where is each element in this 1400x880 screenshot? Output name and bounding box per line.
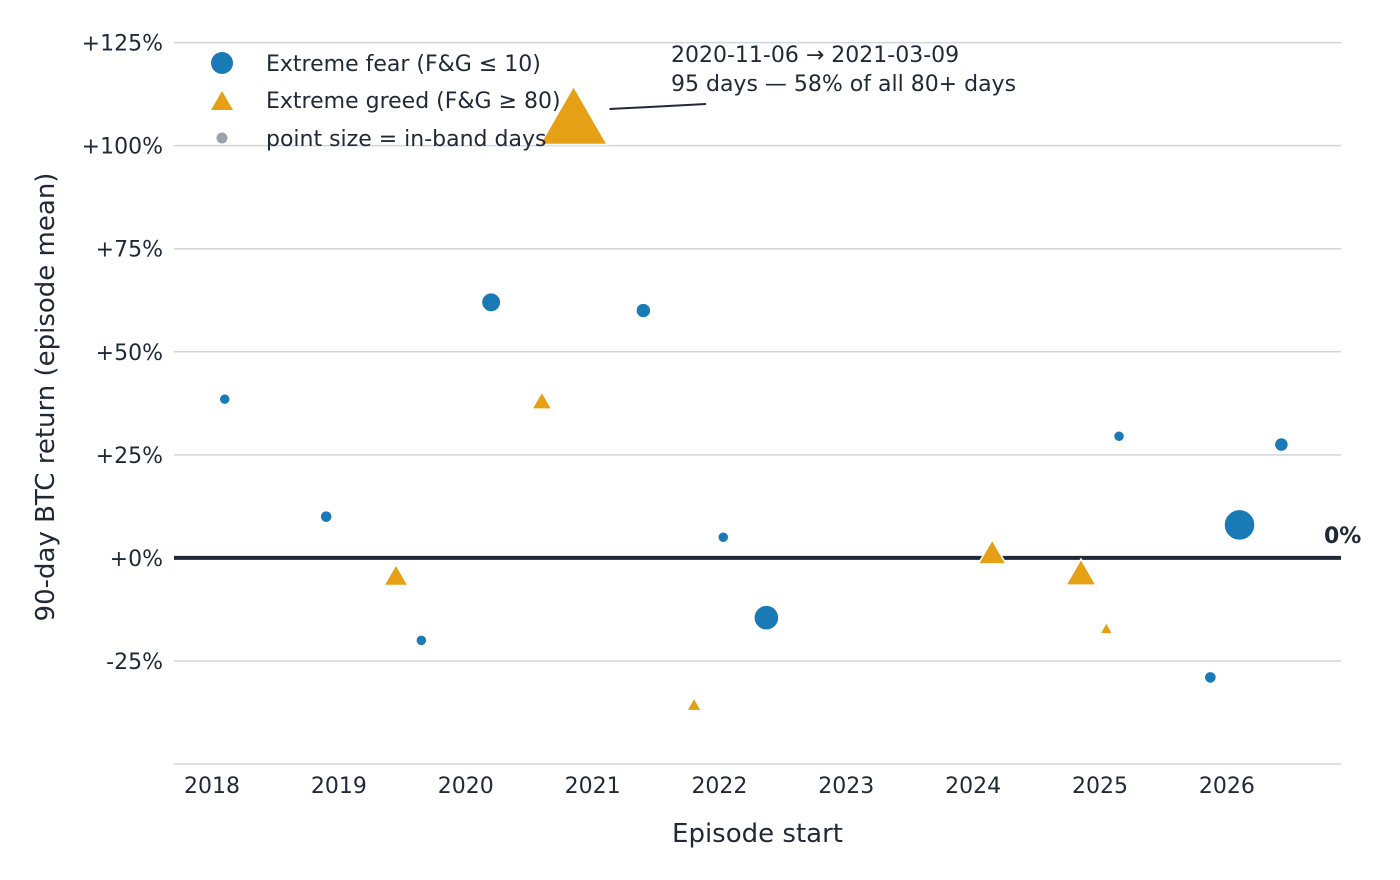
x-tick-label: 2022 <box>691 774 747 799</box>
y-tick-labels: -25% +0% +25% +50% +75% +100% +125% <box>82 32 163 675</box>
annotation-line-1: 2020-11-06 → 2021-03-09 <box>671 43 959 68</box>
fear-circle-point <box>415 634 428 647</box>
x-tick-label: 2025 <box>1072 774 1128 799</box>
legend-circle-marker <box>211 52 233 74</box>
fear-circle-point <box>218 392 231 406</box>
x-tick-labels: 2018 2019 2020 2021 2022 2023 2024 2025 2026 <box>184 774 1255 799</box>
fear-circle-point <box>480 291 502 313</box>
gridlines <box>174 41 1341 662</box>
x-tick-label: 2023 <box>818 774 874 799</box>
x-tick-label: 2019 <box>311 774 367 799</box>
y-tick-label: +125% <box>82 32 163 57</box>
y-tick-label: +100% <box>82 135 163 160</box>
zero-line-label: 0% <box>1324 524 1361 549</box>
x-tick-label: 2018 <box>184 774 240 799</box>
annotation-line-2: 95 days — 58% of all 80+ days <box>671 72 1016 97</box>
annotation: 2020-11-06 → 2021-03-09 95 days — 58% of… <box>609 43 1016 111</box>
x-tick-label: 2021 <box>565 774 621 799</box>
greed-triangle-point <box>1098 620 1115 635</box>
legend-triangle-marker <box>211 91 233 110</box>
legend-label-size: point size = in-band days <box>266 127 546 152</box>
fear-circle-point <box>319 509 334 524</box>
fear-circle-point <box>1273 436 1290 453</box>
greed-triangle-point <box>530 390 554 410</box>
y-tick-label: +25% <box>96 444 163 469</box>
greed-triangle-point <box>538 84 609 146</box>
annotation-leader-line <box>609 103 707 111</box>
fear-circle-point <box>717 531 730 544</box>
x-axis-title: Episode start <box>672 819 843 849</box>
y-tick-label: +0% <box>110 547 163 572</box>
fear-circle-point <box>753 604 780 631</box>
greed-triangle-point <box>976 538 1008 565</box>
legend-item-size: point size = in-band days <box>216 127 546 152</box>
greed-triangle-point <box>1064 557 1098 586</box>
fear-circle-point <box>1203 670 1218 685</box>
zero-reference: 0% <box>174 524 1361 560</box>
legend-dot-marker <box>216 132 228 144</box>
x-tick-label: 2024 <box>945 774 1001 799</box>
legend: Extreme fear (F&G ≤ 10) Extreme greed (F… <box>211 52 561 152</box>
y-tick-label: +75% <box>96 238 163 263</box>
fear-circle-point <box>1223 508 1256 542</box>
legend-item-fear: Extreme fear (F&G ≤ 10) <box>211 52 541 77</box>
data-points <box>218 84 1290 712</box>
y-tick-label: +50% <box>96 341 163 366</box>
y-tick-label: -25% <box>106 650 163 675</box>
legend-item-greed: Extreme greed (F&G ≥ 80) <box>211 89 561 114</box>
fear-circle-point <box>635 302 652 319</box>
legend-label-greed: Extreme greed (F&G ≥ 80) <box>266 89 561 114</box>
greed-triangle-point <box>685 696 703 712</box>
legend-label-fear: Extreme fear (F&G ≤ 10) <box>266 52 541 77</box>
x-tick-label: 2026 <box>1199 774 1255 799</box>
fear-circle-point <box>1112 430 1126 443</box>
greed-triangle-point <box>382 562 410 587</box>
y-axis-title: 90-day BTC return (episode mean) <box>31 173 61 622</box>
x-tick-label: 2020 <box>438 774 494 799</box>
